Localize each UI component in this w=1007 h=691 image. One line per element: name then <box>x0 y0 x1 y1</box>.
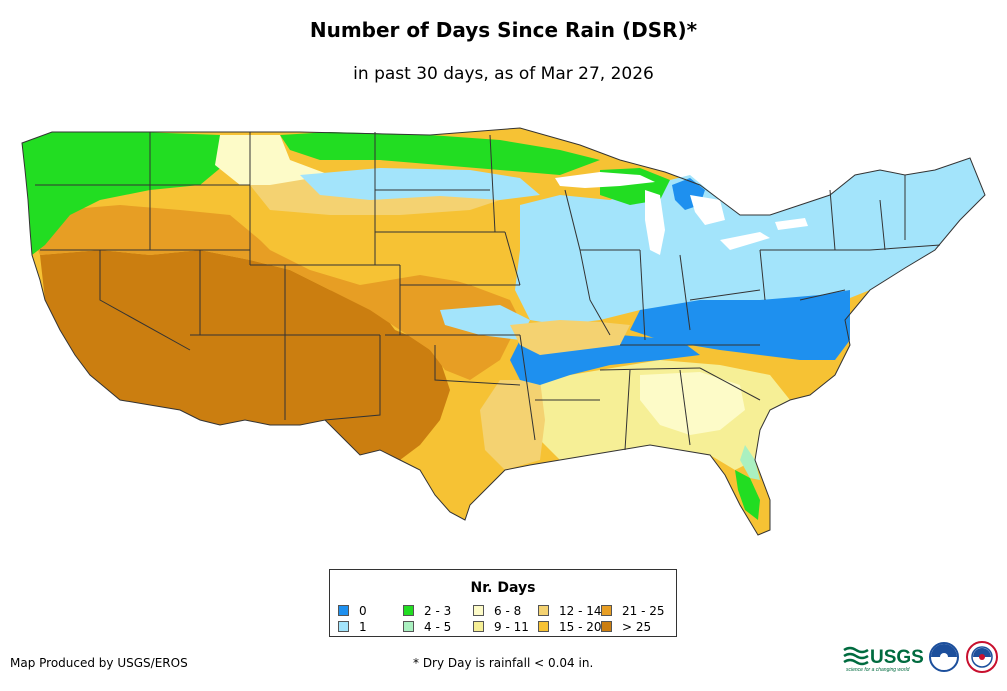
legend-label: 21 - 25 <box>622 604 665 618</box>
dry-day-note: * Dry Day is rainfall < 0.04 in. <box>413 656 594 670</box>
lake-huron <box>690 195 725 225</box>
nws-logo <box>966 641 998 673</box>
legend-item: 1 <box>338 621 367 633</box>
region-1-day-plains-band <box>440 305 530 340</box>
legend-swatch <box>473 605 484 616</box>
region-over-25-days <box>40 250 450 460</box>
legend-item: 21 - 25 <box>601 605 665 617</box>
region-12-14-days-southern-plains <box>510 320 630 355</box>
legend-swatch <box>601 605 612 616</box>
map-title: Number of Days Since Rain (DSR)* <box>309 18 698 42</box>
usgs-logo: USGS science for a changing world <box>843 646 924 673</box>
region-4-5-days-florida <box>740 445 760 480</box>
credit-text: Map Produced by USGS/EROS <box>10 656 188 670</box>
legend-item: 6 - 8 <box>473 605 521 617</box>
noaa-logo <box>929 642 959 672</box>
legend-label: 15 - 20 <box>559 620 602 634</box>
map-subtitle: in past 30 days, as of Mar 27, 2026 <box>353 64 654 84</box>
state-boundaries <box>21 127 986 536</box>
legend-item: 9 - 11 <box>473 621 529 633</box>
legend-swatch <box>338 621 349 632</box>
region-0-days-mid-atlantic <box>630 290 850 360</box>
legend-title: Nr. Days <box>470 580 536 596</box>
region-1-day-northern-plains <box>300 168 540 200</box>
legend-item: 4 - 5 <box>403 621 451 633</box>
legend-swatch <box>338 605 349 616</box>
legend-item: 12 - 14 <box>538 605 602 617</box>
agency-logos: USGS science for a changing world <box>843 641 998 673</box>
legend-swatch <box>473 621 484 632</box>
region-12-14-days-texas <box>480 380 545 470</box>
region-6-8-days-south <box>640 372 745 435</box>
legend-label: 0 <box>359 604 367 618</box>
region-6-8-days-north <box>215 135 330 185</box>
legend-label: 4 - 5 <box>424 620 452 634</box>
legend-swatch <box>403 621 414 632</box>
lake-erie <box>720 232 770 250</box>
usgs-logo-text: USGS <box>870 647 924 668</box>
region-15-20-days-mid <box>230 195 510 285</box>
region-2-3-days-florida <box>735 470 760 520</box>
legend-label: 12 - 14 <box>559 604 602 618</box>
legend-swatch <box>403 605 414 616</box>
lake-ontario <box>775 218 808 230</box>
lake-michigan <box>645 190 665 255</box>
legend-item: 2 - 3 <box>403 605 451 617</box>
legend-item: 15 - 20 <box>538 621 602 633</box>
legend-label: 6 - 8 <box>494 604 522 618</box>
legend-swatch <box>538 605 549 616</box>
region-2-3-days-northwest <box>22 132 230 255</box>
legend-swatch <box>538 621 549 632</box>
legend-swatch <box>601 621 612 632</box>
legend-label: 1 <box>359 620 367 634</box>
region-21-25-days-west <box>28 200 520 380</box>
legend-label: 9 - 11 <box>494 620 529 634</box>
legend-label: 2 - 3 <box>424 604 452 618</box>
legend-label: > 25 <box>622 620 652 634</box>
region-2-3-days-northern-plains <box>280 132 600 175</box>
legend-item: 0 <box>338 605 367 617</box>
legend-item: > 25 <box>601 621 651 633</box>
lake-superior <box>555 172 655 188</box>
legend-box: Nr. Days 0 1 2 - 3 4 - 5 6 - 8 9 - 11 12… <box>329 569 677 637</box>
usgs-tagline: science for a changing world <box>846 667 910 673</box>
